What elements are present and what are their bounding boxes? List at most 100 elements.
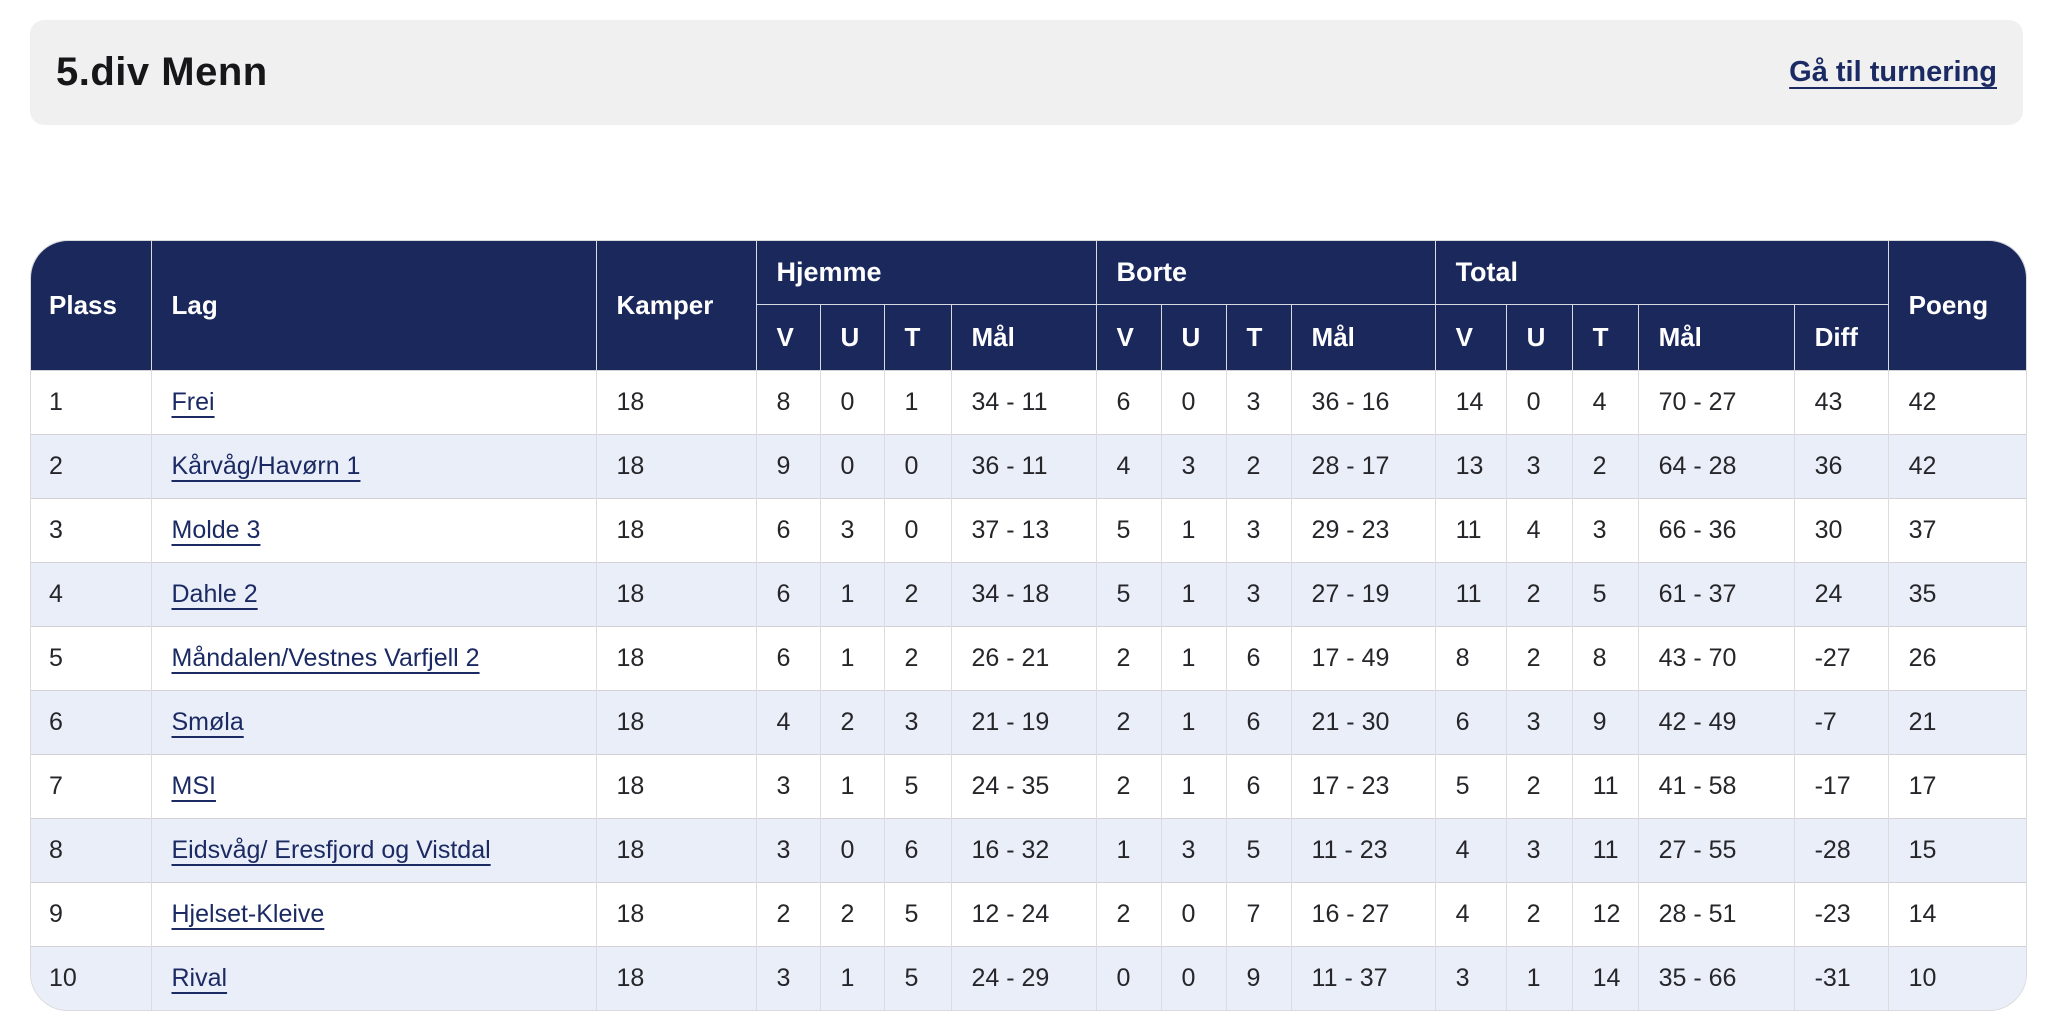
total-t-cell: 2 <box>1572 433 1639 498</box>
poeng-cell: 37 <box>1888 497 2026 562</box>
total-maal-cell: 70 - 27 <box>1638 369 1795 434</box>
hjemme-u-cell: 3 <box>820 497 885 562</box>
hjemme-t-cell: 3 <box>884 689 952 754</box>
subcol-hjemme-v: V <box>756 304 821 370</box>
hjemme-t-cell: 2 <box>884 625 952 690</box>
total-t-cell: 4 <box>1572 369 1639 434</box>
diff-cell: -17 <box>1794 753 1889 818</box>
borte-v-cell: 5 <box>1096 561 1162 626</box>
subcol-total-maal: Mål <box>1638 304 1795 370</box>
total-t-cell: 12 <box>1572 881 1639 946</box>
total-t-cell: 14 <box>1572 945 1639 1010</box>
hjemme-maal-cell: 12 - 24 <box>951 881 1097 946</box>
hjemme-u-cell: 0 <box>820 817 885 882</box>
hjemme-v-cell: 2 <box>756 881 821 946</box>
table-row: 8 Eidsvåg/ Eresfjord og Vistdal 18 3 0 6… <box>31 817 2026 882</box>
borte-t-cell: 7 <box>1226 881 1292 946</box>
borte-maal-cell: 11 - 23 <box>1291 817 1436 882</box>
poeng-cell: 42 <box>1888 433 2026 498</box>
table-header: Plass Lag Kamper Hjemme Borte Total Poen… <box>31 241 2026 370</box>
total-t-cell: 8 <box>1572 625 1639 690</box>
kamper-cell: 18 <box>596 561 757 626</box>
subcol-borte-t: T <box>1226 304 1292 370</box>
team-cell: MSI <box>151 753 597 818</box>
group-header-hjemme: Hjemme <box>756 241 1097 305</box>
borte-v-cell: 2 <box>1096 689 1162 754</box>
hjemme-t-cell: 5 <box>884 881 952 946</box>
col-header-plass: Plass <box>31 241 152 370</box>
diff-cell: 30 <box>1794 497 1889 562</box>
team-link[interactable]: Smøla <box>171 707 244 736</box>
poeng-cell: 42 <box>1888 369 2026 434</box>
rank-cell: 8 <box>31 817 152 882</box>
borte-u-cell: 1 <box>1161 753 1227 818</box>
borte-u-cell: 1 <box>1161 561 1227 626</box>
hjemme-v-cell: 4 <box>756 689 821 754</box>
hjemme-maal-cell: 37 - 13 <box>951 497 1097 562</box>
total-v-cell: 14 <box>1435 369 1507 434</box>
standings-table-container: Plass Lag Kamper Hjemme Borte Total Poen… <box>30 240 2027 1011</box>
hjemme-v-cell: 9 <box>756 433 821 498</box>
table-row: 10 Rival 18 3 1 5 24 - 29 0 0 9 11 - 37 … <box>31 945 2026 1010</box>
hjemme-u-cell: 1 <box>820 561 885 626</box>
total-maal-cell: 27 - 55 <box>1638 817 1795 882</box>
team-cell: Rival <box>151 945 597 1010</box>
borte-t-cell: 6 <box>1226 689 1292 754</box>
team-link[interactable]: Kårvåg/Havørn 1 <box>171 451 361 480</box>
team-cell: Dahle 2 <box>151 561 597 626</box>
kamper-cell: 18 <box>596 881 757 946</box>
kamper-cell: 18 <box>596 945 757 1010</box>
standings-table: Plass Lag Kamper Hjemme Borte Total Poen… <box>31 241 2026 1010</box>
borte-maal-cell: 17 - 49 <box>1291 625 1436 690</box>
team-link[interactable]: Rival <box>171 963 228 992</box>
borte-maal-cell: 16 - 27 <box>1291 881 1436 946</box>
hjemme-v-cell: 6 <box>756 561 821 626</box>
borte-t-cell: 3 <box>1226 369 1292 434</box>
team-link[interactable]: MSI <box>171 771 216 800</box>
table-row: 6 Smøla 18 4 2 3 21 - 19 2 1 6 21 - 30 6… <box>31 689 2026 754</box>
table-row: 3 Molde 3 18 6 3 0 37 - 13 5 1 3 29 - 23… <box>31 497 2026 562</box>
borte-maal-cell: 28 - 17 <box>1291 433 1436 498</box>
subcol-borte-maal: Mål <box>1291 304 1436 370</box>
team-cell: Kårvåg/Havørn 1 <box>151 433 597 498</box>
total-u-cell: 2 <box>1506 753 1573 818</box>
total-maal-cell: 64 - 28 <box>1638 433 1795 498</box>
kamper-cell: 18 <box>596 753 757 818</box>
go-to-tournament-link[interactable]: Gå til turnering <box>1789 56 1997 88</box>
rank-cell: 2 <box>31 433 152 498</box>
total-u-cell: 2 <box>1506 881 1573 946</box>
hjemme-u-cell: 1 <box>820 945 885 1010</box>
total-v-cell: 13 <box>1435 433 1507 498</box>
team-link[interactable]: Hjelset-Kleive <box>171 899 325 928</box>
team-cell: Eidsvåg/ Eresfjord og Vistdal <box>151 817 597 882</box>
team-cell: Frei <box>151 369 597 434</box>
total-maal-cell: 66 - 36 <box>1638 497 1795 562</box>
diff-cell: -31 <box>1794 945 1889 1010</box>
total-u-cell: 4 <box>1506 497 1573 562</box>
table-row: 4 Dahle 2 18 6 1 2 34 - 18 5 1 3 27 - 19… <box>31 561 2026 626</box>
hjemme-t-cell: 1 <box>884 369 952 434</box>
total-v-cell: 4 <box>1435 817 1507 882</box>
col-header-lag: Lag <box>151 241 597 370</box>
team-link[interactable]: Molde 3 <box>171 515 261 544</box>
total-v-cell: 4 <box>1435 881 1507 946</box>
rank-cell: 4 <box>31 561 152 626</box>
total-u-cell: 3 <box>1506 817 1573 882</box>
team-link[interactable]: Eidsvåg/ Eresfjord og Vistdal <box>171 835 491 864</box>
team-link[interactable]: Dahle 2 <box>171 579 258 608</box>
total-v-cell: 11 <box>1435 497 1507 562</box>
total-t-cell: 3 <box>1572 497 1639 562</box>
borte-u-cell: 0 <box>1161 881 1227 946</box>
total-maal-cell: 42 - 49 <box>1638 689 1795 754</box>
page-title: 5.div Menn <box>56 50 268 94</box>
subcol-hjemme-u: U <box>820 304 885 370</box>
team-link[interactable]: Måndalen/Vestnes Varfjell 2 <box>171 643 480 672</box>
page-header-bar: 5.div Menn Gå til turnering <box>30 20 2023 125</box>
total-t-cell: 5 <box>1572 561 1639 626</box>
hjemme-maal-cell: 36 - 11 <box>951 433 1097 498</box>
borte-maal-cell: 21 - 30 <box>1291 689 1436 754</box>
team-link[interactable]: Frei <box>171 387 215 416</box>
poeng-cell: 14 <box>1888 881 2026 946</box>
total-v-cell: 3 <box>1435 945 1507 1010</box>
borte-t-cell: 2 <box>1226 433 1292 498</box>
